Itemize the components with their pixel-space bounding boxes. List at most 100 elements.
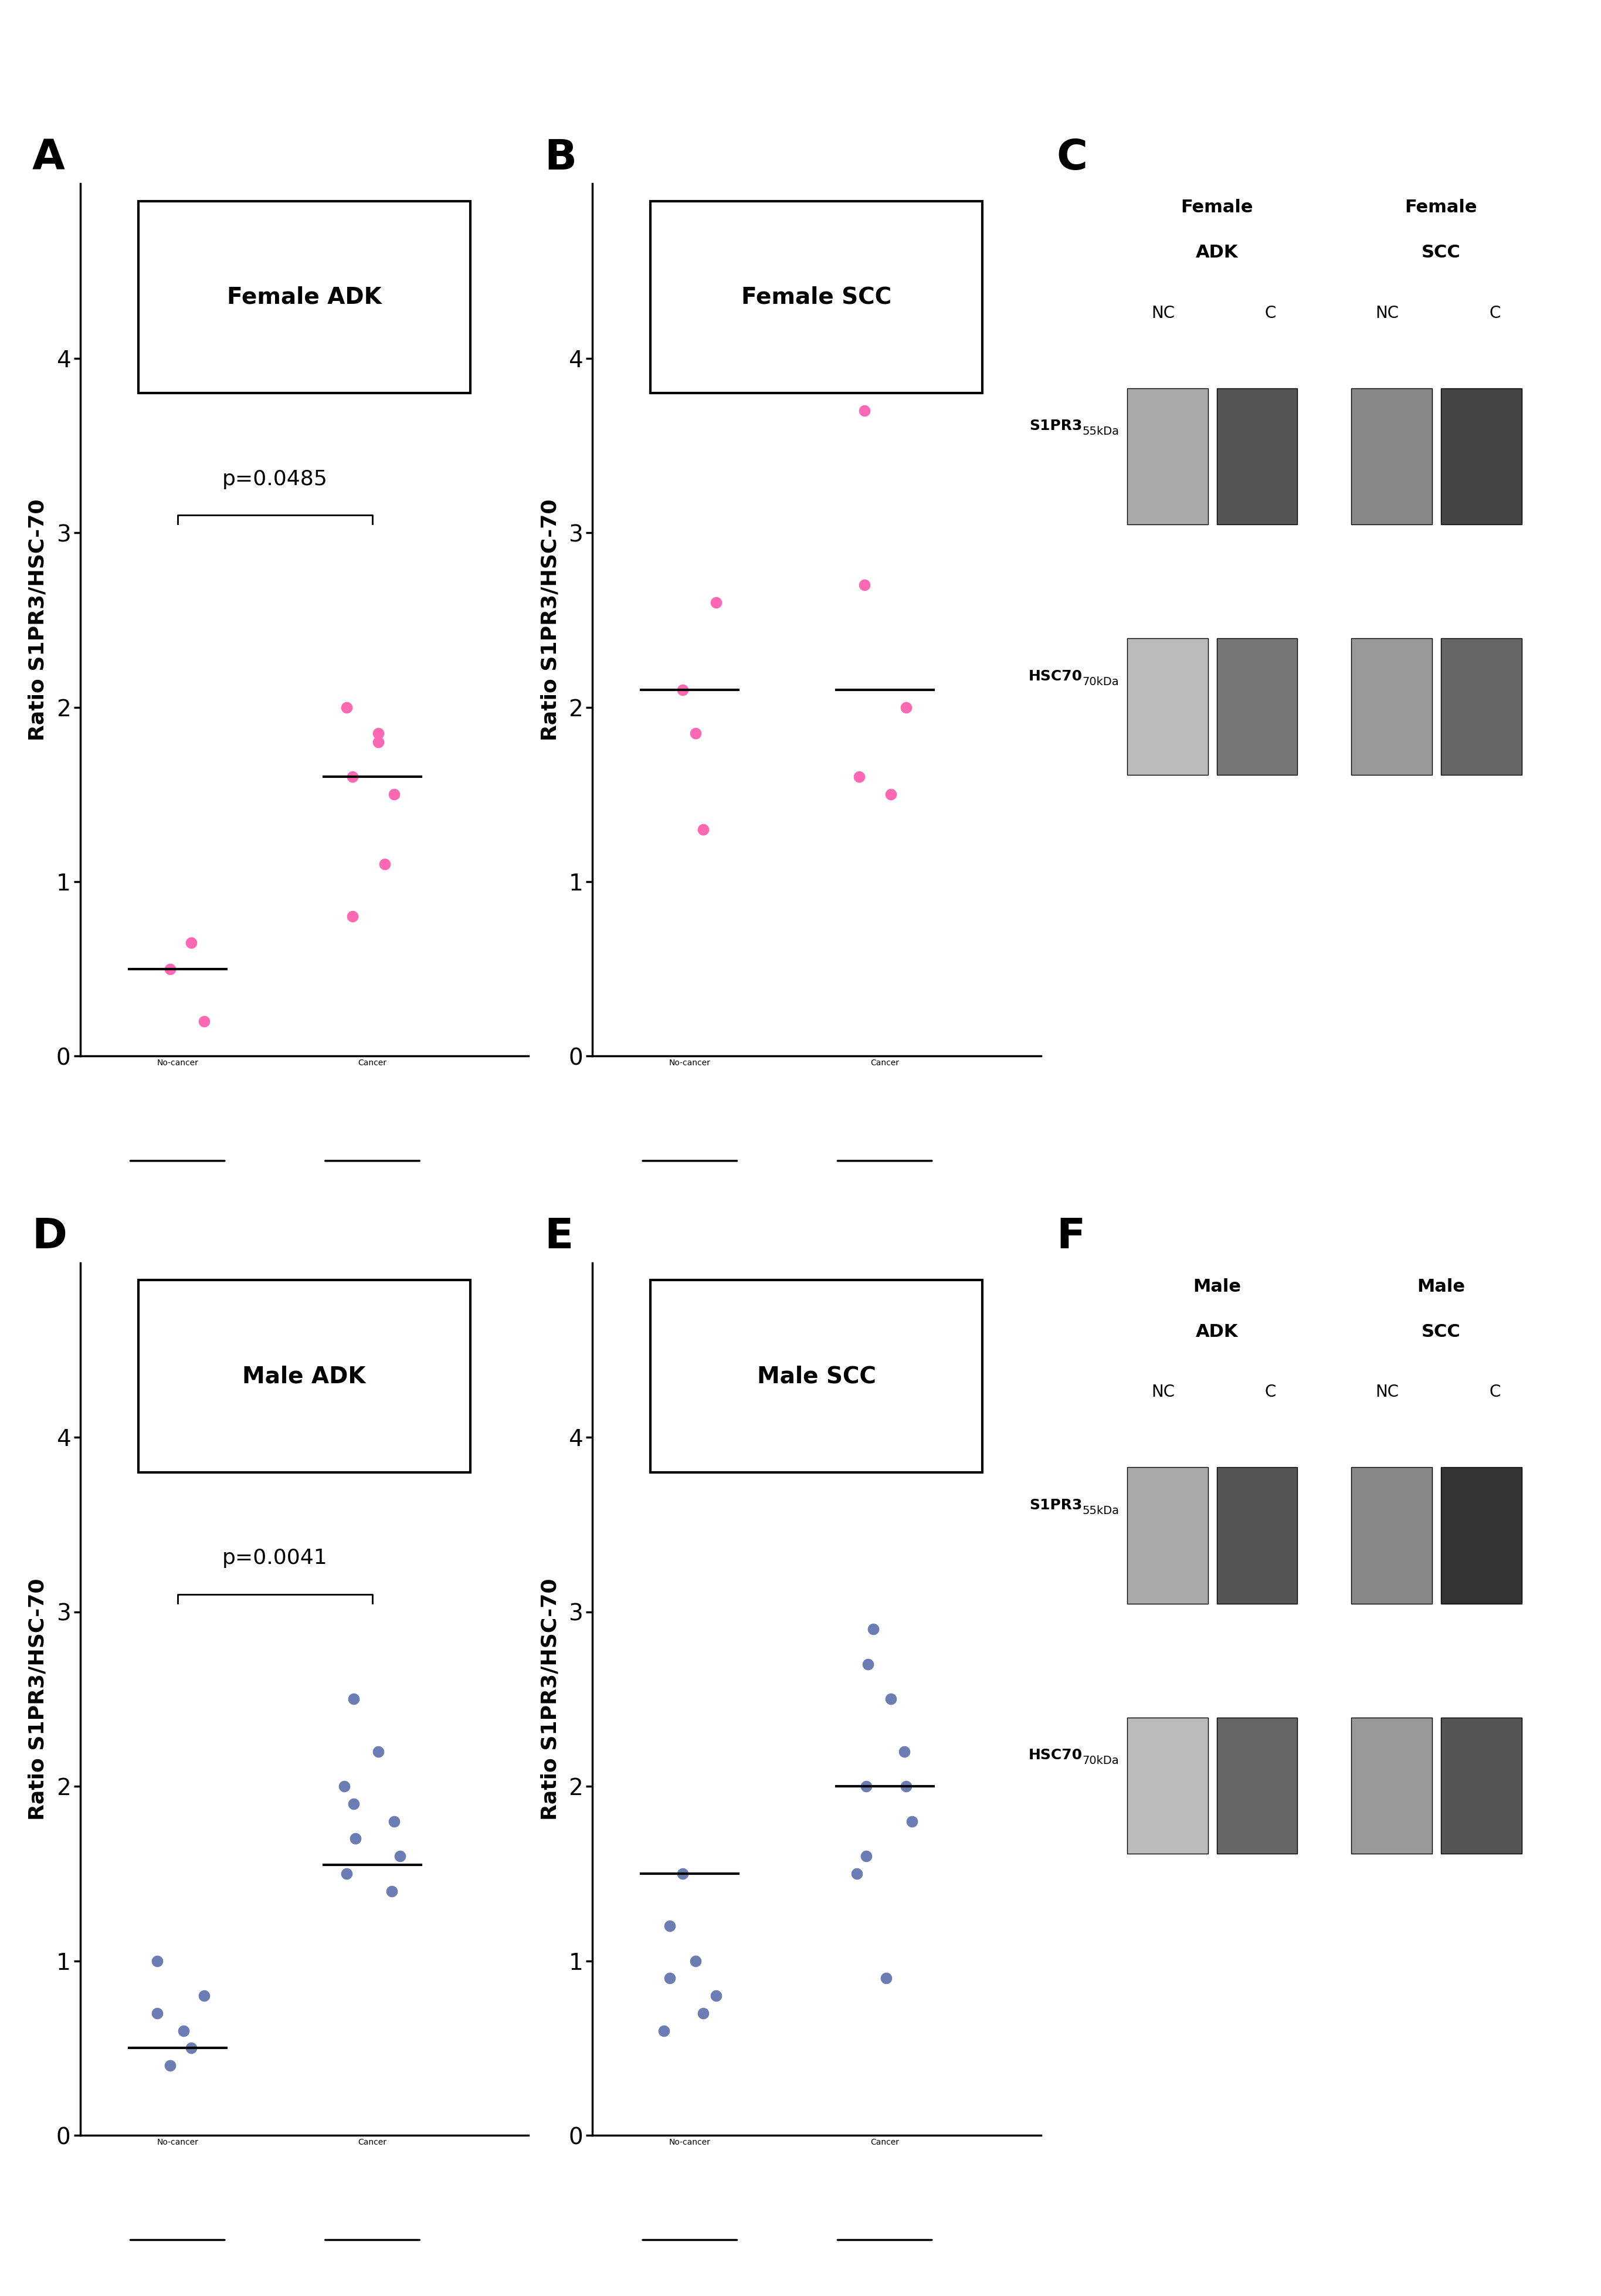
Point [852,567,877,604]
Text: A: A [32,138,64,179]
Text: Female: Female [1404,200,1478,216]
Text: HSC70: HSC70 [1028,668,1082,684]
Text: C: C [1057,138,1087,179]
Text: ADK: ADK [1196,1322,1238,1341]
Text: 70kDa: 70kDa [1082,1754,1119,1766]
Text: ADK: ADK [1196,243,1238,262]
FancyBboxPatch shape [138,1281,471,1472]
Text: HSC70: HSC70 [1028,1747,1082,1763]
Point [381,1802,407,1839]
Point [333,689,359,726]
Text: C: C [1489,1384,1500,1401]
Point [170,2011,195,2048]
Text: C: C [1489,305,1500,321]
Point [703,583,728,620]
Text: SCC: SCC [1422,1322,1460,1341]
Point [845,758,871,794]
Point [652,2011,677,2048]
FancyBboxPatch shape [1127,638,1207,774]
Text: 70kDa: 70kDa [1082,675,1119,687]
Point [144,1942,170,1979]
FancyBboxPatch shape [1351,388,1431,523]
FancyBboxPatch shape [1217,1467,1297,1603]
FancyBboxPatch shape [650,1281,983,1472]
Text: 55kDa: 55kDa [1082,1506,1119,1515]
Point [900,1802,925,1839]
Text: Female SCC: Female SCC [741,287,892,308]
Text: S1PR3: S1PR3 [1029,420,1082,434]
Point [669,1855,695,1892]
Text: NC: NC [1151,305,1175,321]
Point [855,1646,881,1683]
Point [874,1961,900,1998]
FancyBboxPatch shape [1217,1717,1297,1853]
FancyBboxPatch shape [138,202,471,393]
FancyBboxPatch shape [1217,388,1297,523]
FancyBboxPatch shape [1441,388,1521,523]
Point [157,2048,183,2085]
Point [191,1003,216,1040]
Text: 55kDa: 55kDa [1082,427,1119,436]
Point [669,670,695,707]
Point [379,1874,405,1910]
Point [339,758,365,794]
Point [333,1855,359,1892]
Text: Male: Male [1193,1279,1241,1295]
Text: D: D [32,1217,67,1258]
Y-axis label: Ratio S1PR3/HSC-70: Ratio S1PR3/HSC-70 [27,498,48,742]
Point [341,1681,367,1717]
FancyBboxPatch shape [1351,638,1431,774]
Point [844,1855,869,1892]
Text: B: B [544,138,576,179]
Text: Female: Female [1180,200,1254,216]
Point [341,1786,367,1823]
Text: Male SCC: Male SCC [757,1366,876,1387]
FancyBboxPatch shape [1217,638,1297,774]
FancyBboxPatch shape [1441,1467,1521,1603]
Point [877,1681,903,1717]
Point [381,776,407,813]
FancyBboxPatch shape [650,202,983,393]
Text: NC: NC [1151,1384,1175,1401]
Point [387,1837,413,1874]
Text: p=0.0041: p=0.0041 [223,1548,328,1568]
FancyBboxPatch shape [1127,1717,1207,1853]
Point [853,1768,879,1805]
Point [860,1612,885,1649]
Point [331,1768,357,1805]
Point [365,723,391,760]
Point [852,393,877,429]
Point [157,951,183,987]
Y-axis label: Ratio S1PR3/HSC-70: Ratio S1PR3/HSC-70 [540,498,560,742]
Text: S1PR3: S1PR3 [1029,1499,1082,1513]
Text: NC: NC [1375,1384,1399,1401]
Point [690,1995,716,2032]
Text: NC: NC [1375,305,1399,321]
Point [682,1942,708,1979]
Text: Male: Male [1417,1279,1465,1295]
Point [371,845,397,882]
Point [178,2030,203,2066]
Point [884,1384,909,1421]
Point [365,714,391,751]
Text: Male ADK: Male ADK [242,1366,367,1387]
Point [682,714,708,751]
Text: C: C [1265,305,1276,321]
Point [893,689,919,726]
FancyBboxPatch shape [1351,1717,1431,1853]
Point [343,1821,368,1857]
Point [371,1366,397,1403]
Point [893,1768,919,1805]
Text: Female ADK: Female ADK [227,287,381,308]
FancyBboxPatch shape [1351,1467,1431,1603]
Point [703,1977,728,2014]
FancyBboxPatch shape [1441,638,1521,774]
Point [690,810,716,847]
Text: SCC: SCC [1422,243,1460,262]
Point [144,1995,170,2032]
Point [877,776,903,813]
Point [365,1733,391,1770]
Point [191,1977,216,2014]
Point [656,1961,682,1998]
Point [178,925,203,962]
